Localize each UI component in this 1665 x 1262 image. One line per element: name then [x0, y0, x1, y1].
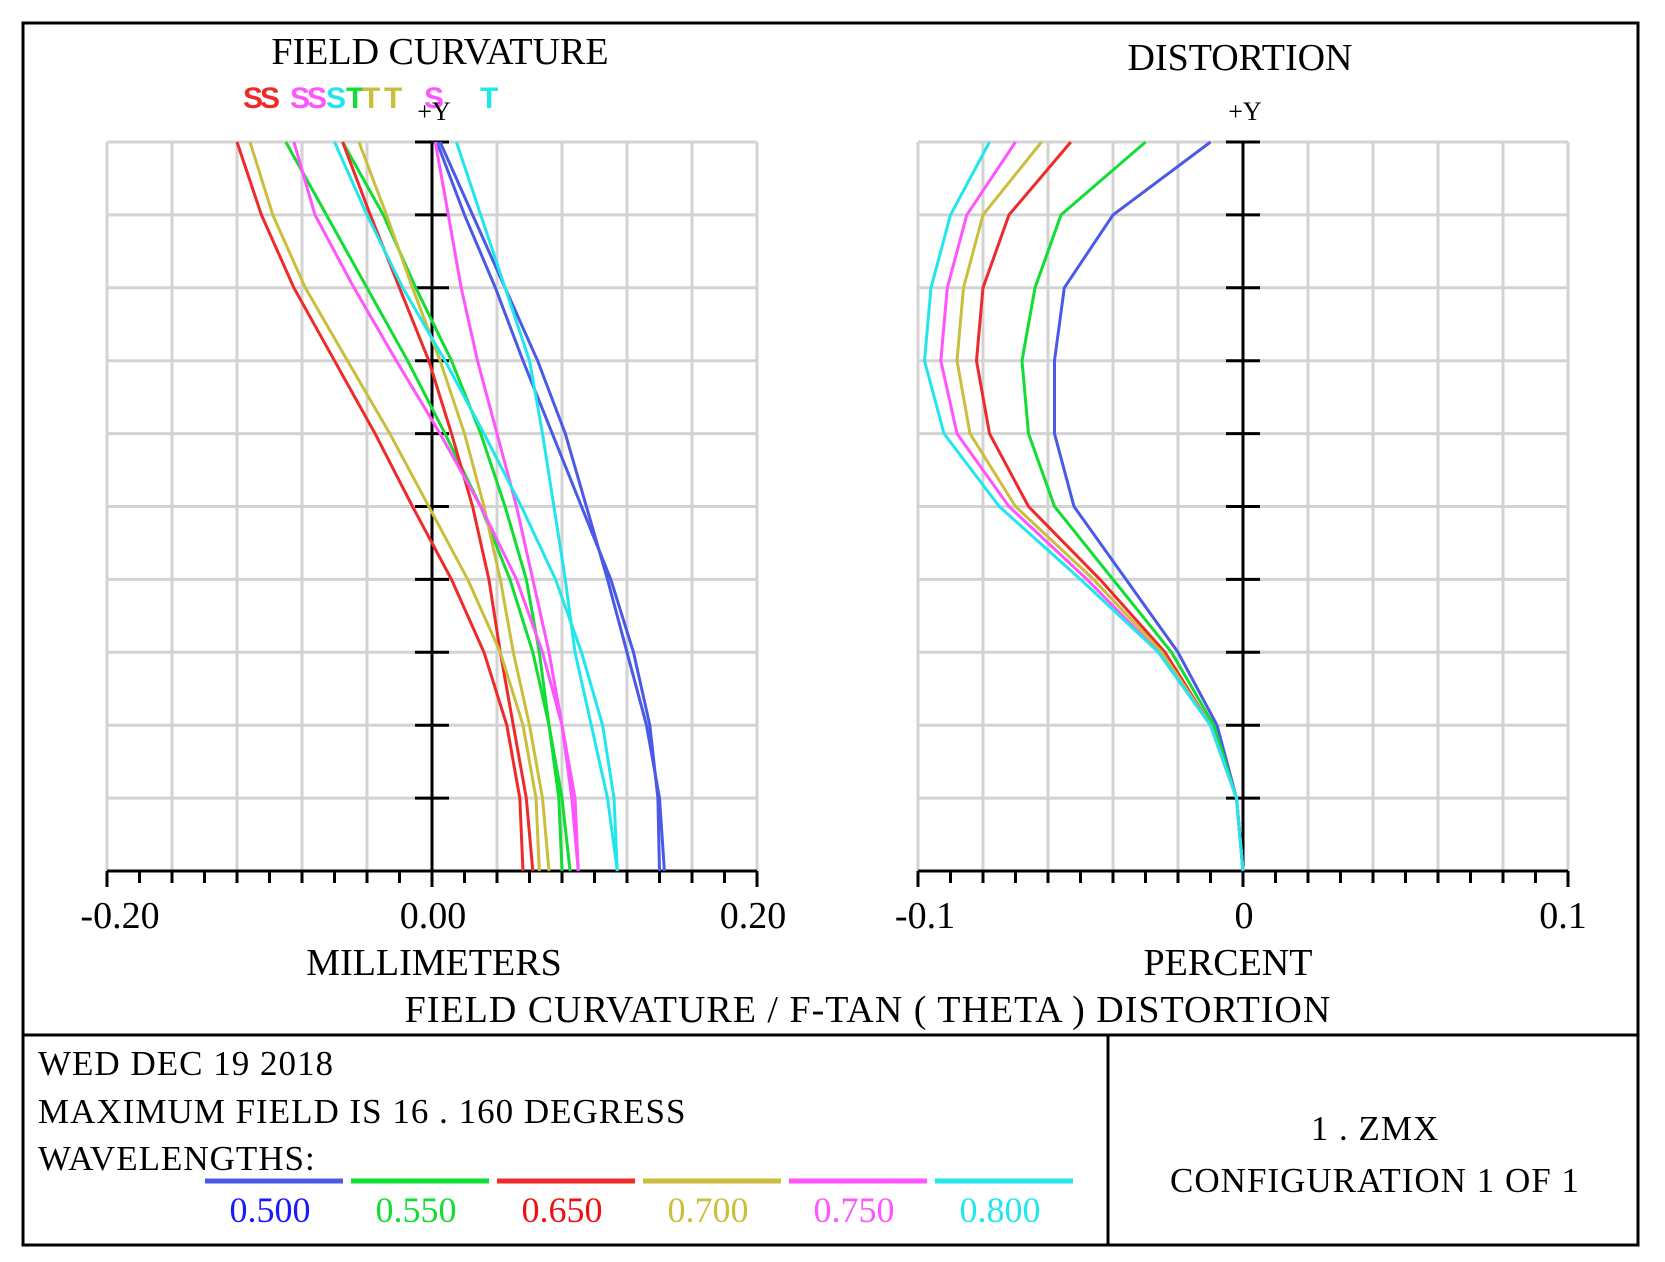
wavelength-label-0.550: 0.550 [376, 1190, 457, 1230]
chart-caption: FIELD CURVATURE / F-TAN ( THETA ) DISTOR… [405, 989, 1332, 1031]
fc-xlabel: MILLIMETERS [306, 942, 561, 984]
axis-marker-left: +Y [417, 97, 451, 126]
axis-marker-right: +Y [1228, 97, 1262, 126]
legend-glyph: T [362, 82, 380, 115]
legend-glyph: S [243, 82, 263, 115]
wavelength-legend: 0.500 0.550 0.650 0.700 0.750 0.800 [205, 1178, 1073, 1230]
wavelength-label-0.750: 0.750 [814, 1190, 895, 1230]
dist-xlabel: PERCENT [1144, 942, 1313, 984]
footer-max-field: MAXIMUM FIELD IS 16 . 160 DEGRESS [38, 1092, 686, 1131]
fc-series-0-650-S [235, 141, 525, 872]
dist-series-0-500 [1053, 140, 1245, 872]
footer-file: 1 . ZMX [1311, 1109, 1440, 1148]
wavelength-label-0.650: 0.650 [522, 1190, 603, 1230]
dist-series-0-550 [1020, 140, 1245, 872]
footer-config: CONFIGURATION 1 OF 1 [1170, 1161, 1580, 1200]
legend-glyph: S [326, 82, 346, 115]
legend-glyph: T [346, 82, 364, 115]
field-curvature-title: FIELD CURVATURE [271, 31, 608, 73]
legend-glyph: S [307, 82, 327, 115]
legend-glyph: T [480, 82, 498, 115]
fc-tick-label-right: 0.20 [720, 895, 787, 937]
field-curvature-plot [105, 140, 759, 887]
footer-date: WED DEC 19 2018 [38, 1044, 334, 1083]
legend-glyph: T [384, 82, 402, 115]
legend-glyph: S [260, 82, 280, 115]
fc-series-0-500-S [435, 141, 661, 872]
fc-series-0-700-S [248, 141, 541, 872]
wavelength-label-0.800: 0.800 [960, 1190, 1041, 1230]
fc-series-0-750-T [433, 141, 580, 872]
wavelength-label-0.500: 0.500 [230, 1190, 311, 1230]
dist-tick-label-center: 0 [1235, 895, 1254, 937]
fc-series-0-800-S [333, 141, 619, 872]
legend-glyphs: SS SSS TT T S T [243, 82, 498, 115]
footer-wavelengths-label: WAVELENGTHS: [38, 1139, 316, 1178]
legend-glyph: S [290, 82, 310, 115]
fc-series-0-500-T [438, 141, 666, 872]
dist-tick-label-right: 0.1 [1539, 895, 1587, 937]
dist-tick-label-left: -0.1 [895, 895, 955, 937]
fc-tick-label-left: -0.20 [80, 895, 159, 937]
footer-box [21, 1033, 1640, 1247]
fc-series-0-700-T [357, 141, 551, 872]
legend-glyph: S [424, 82, 444, 115]
distortion-plot [916, 140, 1570, 887]
dist-series-0-800 [923, 141, 1245, 872]
distortion-title: DISTORTION [1127, 37, 1352, 79]
wavelength-label-0.700: 0.700 [668, 1190, 749, 1230]
fc-tick-label-center: 0.00 [400, 895, 467, 937]
fc-series-0-800-T [454, 141, 619, 872]
